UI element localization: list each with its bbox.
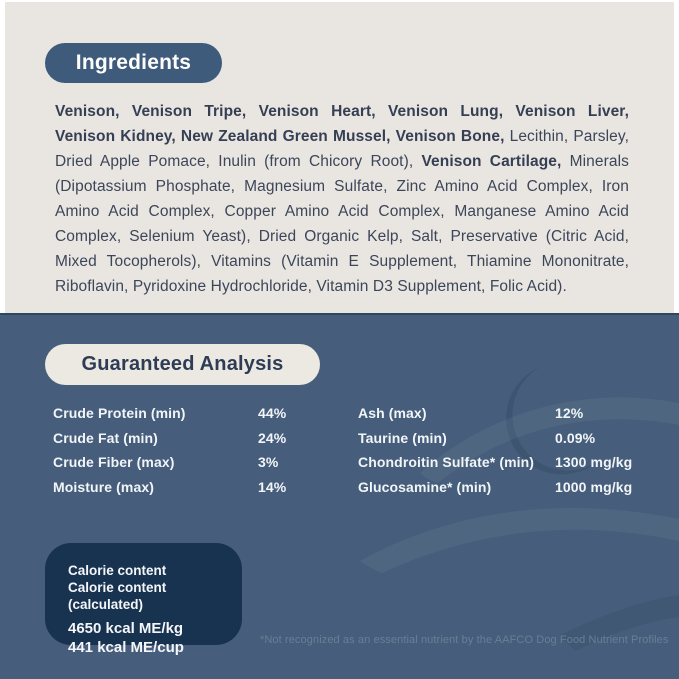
ingredients-header-pill: Ingredients bbox=[45, 43, 222, 83]
guaranteed-analysis-table: Crude Protein (min) 44% Ash (max) 12% Cr… bbox=[53, 405, 665, 495]
ingredients-segment-bold: Venison Cartilage, bbox=[421, 153, 570, 170]
guaranteed-analysis-section: Guaranteed Analysis Crude Protein (min) … bbox=[0, 313, 679, 679]
calorie-content-box: Calorie content Calorie content (calcula… bbox=[45, 543, 242, 656]
analysis-label: Crude Fiber (max) bbox=[53, 454, 175, 470]
analysis-value: 24% bbox=[258, 429, 287, 446]
analysis-value: 3% bbox=[258, 454, 279, 470]
analysis-value: 0.09% bbox=[555, 429, 596, 446]
calorie-line: Calorie content bbox=[68, 563, 167, 578]
ingredients-text: Venison, Venison Tripe, Venison Heart, V… bbox=[55, 99, 629, 299]
ingredients-title: Ingredients bbox=[75, 51, 192, 74]
analysis-label: Ash (max) bbox=[358, 405, 427, 421]
analysis-value: 44% bbox=[258, 405, 287, 421]
analysis-value: 12% bbox=[555, 405, 584, 421]
analysis-label: Crude Fat (min) bbox=[53, 429, 158, 446]
ingredients-segment-bold: Venison, Venison Tripe, Venison Heart, V… bbox=[55, 103, 629, 145]
analysis-label: Moisture (max) bbox=[53, 478, 154, 495]
analysis-label: Glucosamine* (min) bbox=[358, 478, 492, 495]
analysis-label: Crude Protein (min) bbox=[53, 405, 186, 421]
ingredients-segment: Lecithin, Parsley, Dried Apple Pomace, I… bbox=[55, 128, 629, 170]
ingredients-section: Ingredients Venison, Venison Tripe, Veni… bbox=[5, 2, 674, 313]
guaranteed-analysis-header-pill: Guaranteed Analysis bbox=[45, 344, 320, 385]
analysis-value: 14% bbox=[258, 478, 287, 495]
analysis-value: 1000 mg/kg bbox=[555, 478, 633, 495]
aafco-footnote: *Not recognized as an essential nutrient… bbox=[260, 634, 669, 646]
calorie-kcal-kg: 4650 kcal ME/kg bbox=[68, 620, 184, 637]
ingredients-segment: Minerals (Dipotassium Phosphate, Magnesi… bbox=[55, 153, 629, 295]
calorie-line: Calorie content (calculated) bbox=[68, 580, 167, 612]
calorie-kcal-cup: 441 kcal ME/cup bbox=[68, 639, 184, 656]
guaranteed-analysis-title: Guaranteed Analysis bbox=[81, 353, 284, 375]
analysis-label: Taurine (min) bbox=[358, 429, 447, 446]
analysis-label: Chondroitin Sulfate* (min) bbox=[358, 454, 535, 470]
analysis-value: 1300 mg/kg bbox=[555, 454, 633, 470]
wave-ribbon-shape bbox=[360, 508, 679, 573]
